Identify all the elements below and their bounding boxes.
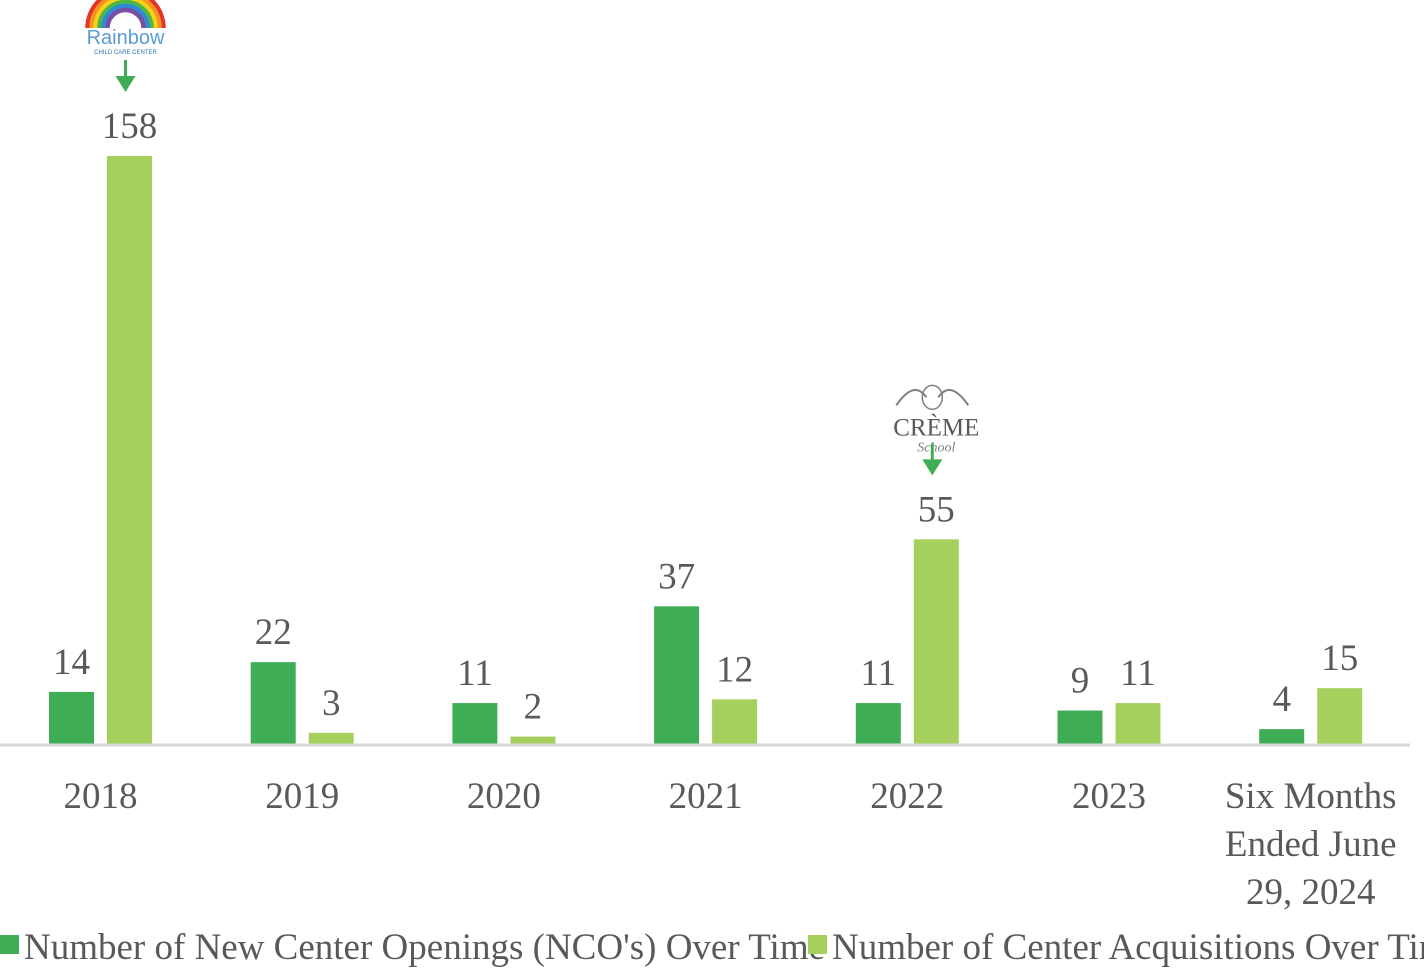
bar-openings-1 — [250, 662, 296, 744]
bar-acquisitions-1 — [308, 732, 354, 744]
legend: Number of New Center Openings (NCO's) Ov… — [0, 927, 1424, 968]
value-label-acquisitions-1: 3 — [322, 683, 341, 724]
value-label-openings-4: 11 — [860, 653, 896, 694]
value-label-acquisitions-3: 12 — [716, 649, 753, 690]
x-tick-label-3: 2021 — [669, 776, 743, 817]
x-tick-label-1: 2019 — [265, 776, 339, 817]
bar-acquisitions-3 — [712, 699, 758, 744]
value-labels: 14 158 22 3 11 2 37 12 11 55 9 11 4 15 — [53, 106, 1358, 728]
legend-label-openings: Number of New Center Openings (NCO's) Ov… — [24, 927, 825, 968]
value-label-openings-5: 9 — [1071, 661, 1090, 702]
bar-acquisitions-2 — [510, 736, 556, 744]
bars — [49, 156, 1363, 744]
x-axis-tick-labels: 2018 2019 2020 2021 2022 2023 Six Months Ended … — [64, 776, 1397, 913]
value-label-openings-2: 11 — [457, 653, 493, 694]
legend-swatch-acquisitions — [808, 935, 827, 954]
value-label-acquisitions-4: 55 — [918, 489, 955, 530]
x-tick-label-0: 2018 — [64, 776, 138, 817]
bar-openings-0 — [49, 691, 94, 744]
legend-label-acquisitions: Number of Center Acquisitions Over Time — [832, 927, 1424, 968]
svg-text:CHILD CARE CENTER: CHILD CARE CENTER — [94, 50, 157, 56]
bar-openings-2 — [452, 703, 498, 744]
bar-acquisitions-6 — [1317, 688, 1363, 744]
bar-acquisitions-0 — [107, 156, 152, 744]
bar-acquisitions-5 — [1115, 703, 1161, 744]
bar-openings-3 — [654, 606, 700, 744]
annotation-arrows — [115, 60, 943, 476]
x-tick-label-2: 2020 — [467, 776, 541, 817]
x-tick-label-5: 2023 — [1072, 776, 1146, 817]
value-label-openings-0: 14 — [53, 642, 90, 683]
value-label-openings-3: 37 — [658, 556, 695, 597]
annotation-arrow-1 — [922, 443, 943, 476]
legend-item-acquisitions: Number of Center Acquisitions Over Time — [808, 927, 1424, 968]
value-label-acquisitions-5: 11 — [1120, 653, 1156, 694]
value-label-acquisitions-6: 15 — [1321, 638, 1358, 679]
x-tick-label-4: 2022 — [870, 776, 944, 817]
svg-text:CRÈME: CRÈME — [893, 413, 979, 441]
legend-swatch-openings — [0, 935, 19, 954]
bar-openings-4 — [855, 703, 901, 744]
value-label-acquisitions-0: 158 — [102, 106, 158, 147]
value-label-openings-1: 22 — [255, 612, 292, 653]
value-label-acquisitions-2: 2 — [524, 687, 543, 728]
annotation-arrow-0 — [115, 60, 136, 92]
svg-text:Rainbow: Rainbow — [87, 27, 165, 49]
x-tick-label-6: Six Months Ended June 29, 2024 — [1225, 776, 1397, 913]
value-label-openings-6: 4 — [1272, 679, 1291, 720]
legend-item-openings: Number of New Center Openings (NCO's) Ov… — [0, 927, 825, 968]
bar-acquisitions-4 — [913, 539, 959, 744]
svg-text:School: School — [917, 440, 955, 455]
bar-openings-6 — [1259, 729, 1305, 744]
bar-openings-5 — [1057, 710, 1103, 744]
